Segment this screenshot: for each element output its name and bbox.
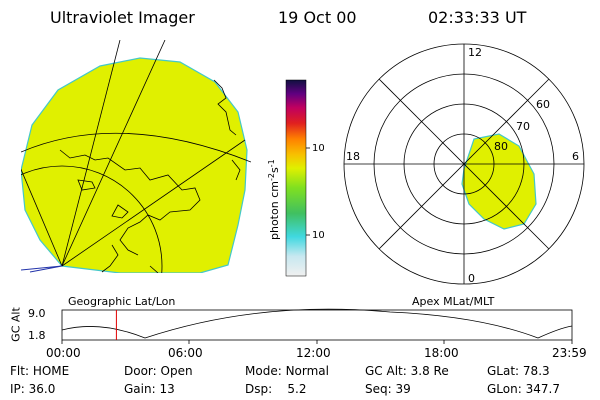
altitude-plot: [61, 308, 573, 344]
coastline: [59, 149, 201, 256]
status-dsp: Dsp: 5.2: [245, 382, 307, 396]
colorbar: 100 10 photon cm-2s-1: [267, 79, 324, 277]
status-glon: GLon: 347.7: [487, 382, 560, 396]
time-tick: 23:59: [552, 346, 587, 360]
geographic-caption: Geographic Lat/Lon: [68, 295, 176, 308]
coastline: [231, 159, 241, 181]
polar-plot: 12 18 6 0 60 70 80: [343, 43, 585, 285]
time-tick: 06:00: [168, 346, 203, 360]
status-mode: Mode: Normal: [245, 364, 329, 378]
mlat-70-label: 70: [516, 120, 530, 133]
status-flt: Flt: HOME: [10, 364, 70, 378]
apex-caption: Apex MLat/MLT: [412, 295, 495, 308]
time-tick: 18:00: [424, 346, 459, 360]
colorbar-tick: 100: [312, 143, 324, 154]
status-seq: Seq: 39: [365, 382, 411, 396]
time-tick: 00:00: [46, 346, 81, 360]
mlt-12-label: 12: [468, 46, 482, 59]
coastline: [213, 79, 237, 136]
status-gain: Gain: 13: [124, 382, 175, 396]
altitude-ylabel: GC Alt: [9, 307, 23, 342]
mlt-6-label: 6: [572, 150, 579, 163]
status-door: Door: Open: [124, 364, 193, 378]
coastline: [101, 244, 119, 273]
coastline: [111, 204, 129, 219]
coastline: [77, 179, 96, 191]
status-glat: GLat: 78.3: [487, 364, 550, 378]
altitude-ytick: 9.0: [28, 307, 46, 320]
time-tick: 12:00: [296, 346, 331, 360]
app-title: Ultraviolet Imager: [50, 8, 195, 27]
date-label: 19 Oct 00: [278, 8, 357, 27]
coastline: [149, 265, 159, 273]
geographic-map: [21, 40, 251, 273]
mlat-80-label: 80: [494, 140, 508, 153]
aurora-image-disc: [21, 57, 248, 273]
status-gc-alt: GC Alt: 3.8 Re: [365, 364, 449, 378]
altitude-curve: [61, 308, 573, 339]
aurora-oval: [461, 133, 537, 230]
altitude-ytick: 1.8: [28, 329, 46, 342]
colorbar-tick: 10: [312, 230, 324, 241]
time-label: 02:33:33 UT: [428, 8, 527, 27]
mlat-60-label: 60: [536, 98, 550, 111]
mlt-18-label: 18: [346, 150, 360, 163]
colorbar-unit: photon cm-2s-1: [267, 159, 281, 240]
mlt-0-label: 0: [468, 272, 475, 285]
status-ip: IP: 36.0: [10, 382, 56, 396]
